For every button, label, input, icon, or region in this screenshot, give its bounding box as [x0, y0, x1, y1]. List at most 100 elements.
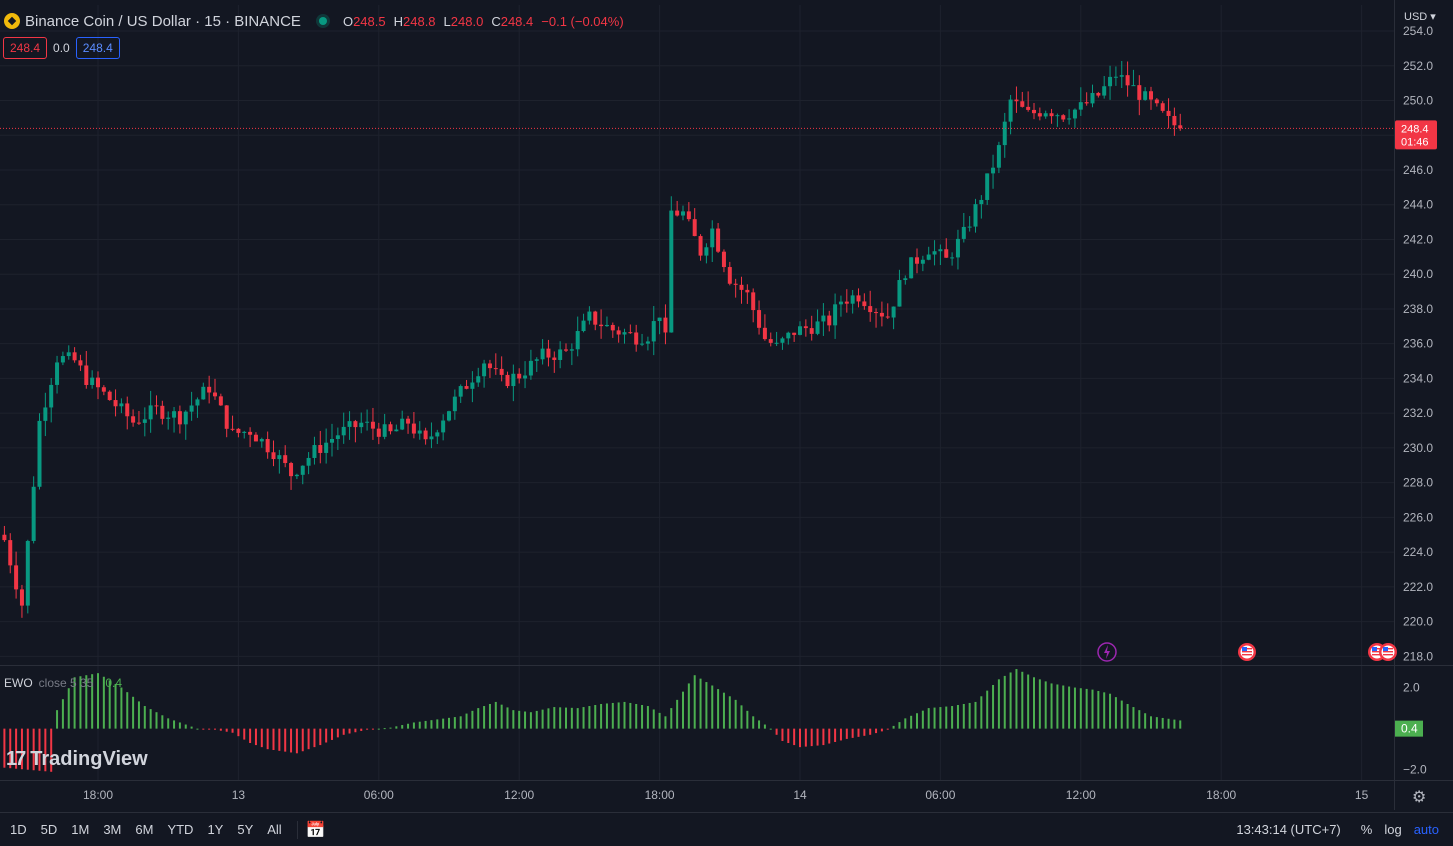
ewo-bar: [73, 677, 76, 729]
tradingview-watermark[interactable]: 17 TradingView: [6, 748, 148, 771]
event-markers[interactable]: [1097, 642, 1397, 662]
ewo-value-label: 0.4: [1401, 722, 1418, 736]
ewo-name[interactable]: EWO: [4, 676, 33, 690]
candle-body: [903, 278, 908, 281]
range-ytd-button[interactable]: YTD: [167, 822, 194, 837]
candle-body: [768, 339, 773, 343]
candle-body: [160, 405, 165, 419]
ewo-bar: [471, 710, 474, 729]
ewo-legend[interactable]: EWO close 5 35 0.4: [4, 676, 122, 690]
candle-body: [49, 384, 54, 408]
ewo-bar: [658, 712, 661, 729]
ewo-bar: [38, 728, 41, 771]
price-tick-label: 242.0: [1403, 232, 1433, 246]
range-5y-button[interactable]: 5Y: [237, 822, 254, 837]
candle-body: [236, 428, 241, 433]
candle-body: [142, 419, 147, 423]
candle-body: [1166, 110, 1171, 116]
clock[interactable]: 13:43:14 (UTC+7): [1236, 822, 1341, 837]
candle-body: [645, 341, 650, 344]
range-3m-button[interactable]: 3M: [103, 822, 122, 837]
ewo-bar: [576, 708, 579, 729]
range-1d-button[interactable]: 1D: [10, 822, 27, 837]
gear-icon[interactable]: ⚙: [1412, 789, 1427, 806]
candle-body: [1037, 113, 1042, 117]
lightning-icon[interactable]: [1097, 642, 1117, 662]
symbol-title[interactable]: Binance Coin / US Dollar · 15 · BINANCE: [25, 12, 301, 30]
buy-price-button[interactable]: 248.4: [75, 37, 120, 59]
candle-body: [230, 428, 235, 430]
candle-body: [540, 348, 545, 360]
ewo-bar: [664, 716, 667, 729]
calendar-goto-icon[interactable]: 📅: [305, 821, 326, 839]
ewo-bar: [1085, 688, 1088, 729]
candle-body: [874, 312, 879, 314]
candle-body: [745, 289, 750, 293]
candle-body: [1014, 99, 1019, 102]
ewo-bar: [711, 685, 714, 729]
auto-toggle[interactable]: auto: [1413, 822, 1439, 837]
ewo-bar: [79, 676, 82, 729]
trade-buttons[interactable]: 248.4 0.0 248.4: [3, 37, 120, 59]
ewo-bar: [237, 728, 240, 737]
candle-body: [406, 418, 411, 424]
ewo-bar: [775, 728, 778, 735]
ewo-bar: [834, 728, 837, 742]
symbol-legend[interactable]: Binance Coin / US Dollar · 15 · BINANCE …: [4, 10, 624, 32]
candle-body: [60, 356, 65, 363]
range-1y-button[interactable]: 1Y: [207, 822, 224, 837]
ewo-bar: [354, 728, 357, 733]
sell-price-button[interactable]: 248.4: [3, 37, 48, 59]
range-5d-button[interactable]: 5D: [40, 822, 58, 837]
ewo-bar: [635, 703, 638, 729]
us-flag-icon[interactable]: [1379, 643, 1397, 661]
candle-body: [1026, 106, 1031, 110]
range-all-button[interactable]: All: [267, 822, 282, 837]
range-6m-button[interactable]: 6M: [135, 822, 154, 837]
candle-body: [809, 328, 814, 334]
ewo-bar: [1091, 689, 1094, 729]
candle-body: [411, 423, 416, 434]
candle-body: [125, 403, 130, 417]
ewo-bar: [173, 720, 176, 729]
candle-body: [224, 405, 229, 429]
ewo-bar: [190, 726, 193, 729]
ewo-bar: [512, 710, 515, 729]
ewo-bar: [85, 675, 88, 729]
price-tick-label: 254.0: [1403, 24, 1433, 38]
market-status-icon[interactable]: [318, 17, 327, 25]
candle-body: [546, 348, 551, 358]
flag-canton: [1383, 647, 1388, 651]
ewo-bar: [968, 702, 971, 729]
ewo-bar: [845, 728, 848, 739]
candle-body: [669, 210, 674, 333]
ewo-bar: [921, 710, 924, 729]
us-flag-icon[interactable]: [1238, 643, 1256, 661]
flag-canton: [1242, 647, 1247, 651]
log-toggle[interactable]: log: [1384, 822, 1402, 837]
ewo-bar: [412, 722, 415, 729]
ewo-bar: [366, 728, 369, 730]
close-value: 248.4: [500, 13, 534, 29]
candle-body: [312, 445, 317, 458]
candle-body: [423, 430, 428, 440]
ewo-bar: [20, 728, 23, 770]
candle-body: [868, 306, 873, 313]
candle-body: [1143, 91, 1148, 100]
percent-toggle[interactable]: %: [1360, 822, 1373, 837]
range-1m-button[interactable]: 1M: [71, 822, 90, 837]
ewo-bar: [44, 728, 47, 772]
currency-label[interactable]: USD: [1404, 11, 1428, 23]
ewo-bar: [652, 709, 655, 729]
candle-body: [353, 421, 358, 428]
ewo-bar: [746, 710, 749, 729]
candle-body: [283, 455, 288, 464]
ewo-bar: [494, 701, 497, 729]
ewo-bar: [787, 728, 790, 744]
close-key: C: [491, 13, 501, 29]
ewo-bar: [161, 715, 164, 729]
candle-body: [955, 238, 960, 258]
currency-selector[interactable]: USD ▾: [1404, 10, 1436, 23]
candle-body: [43, 407, 48, 421]
